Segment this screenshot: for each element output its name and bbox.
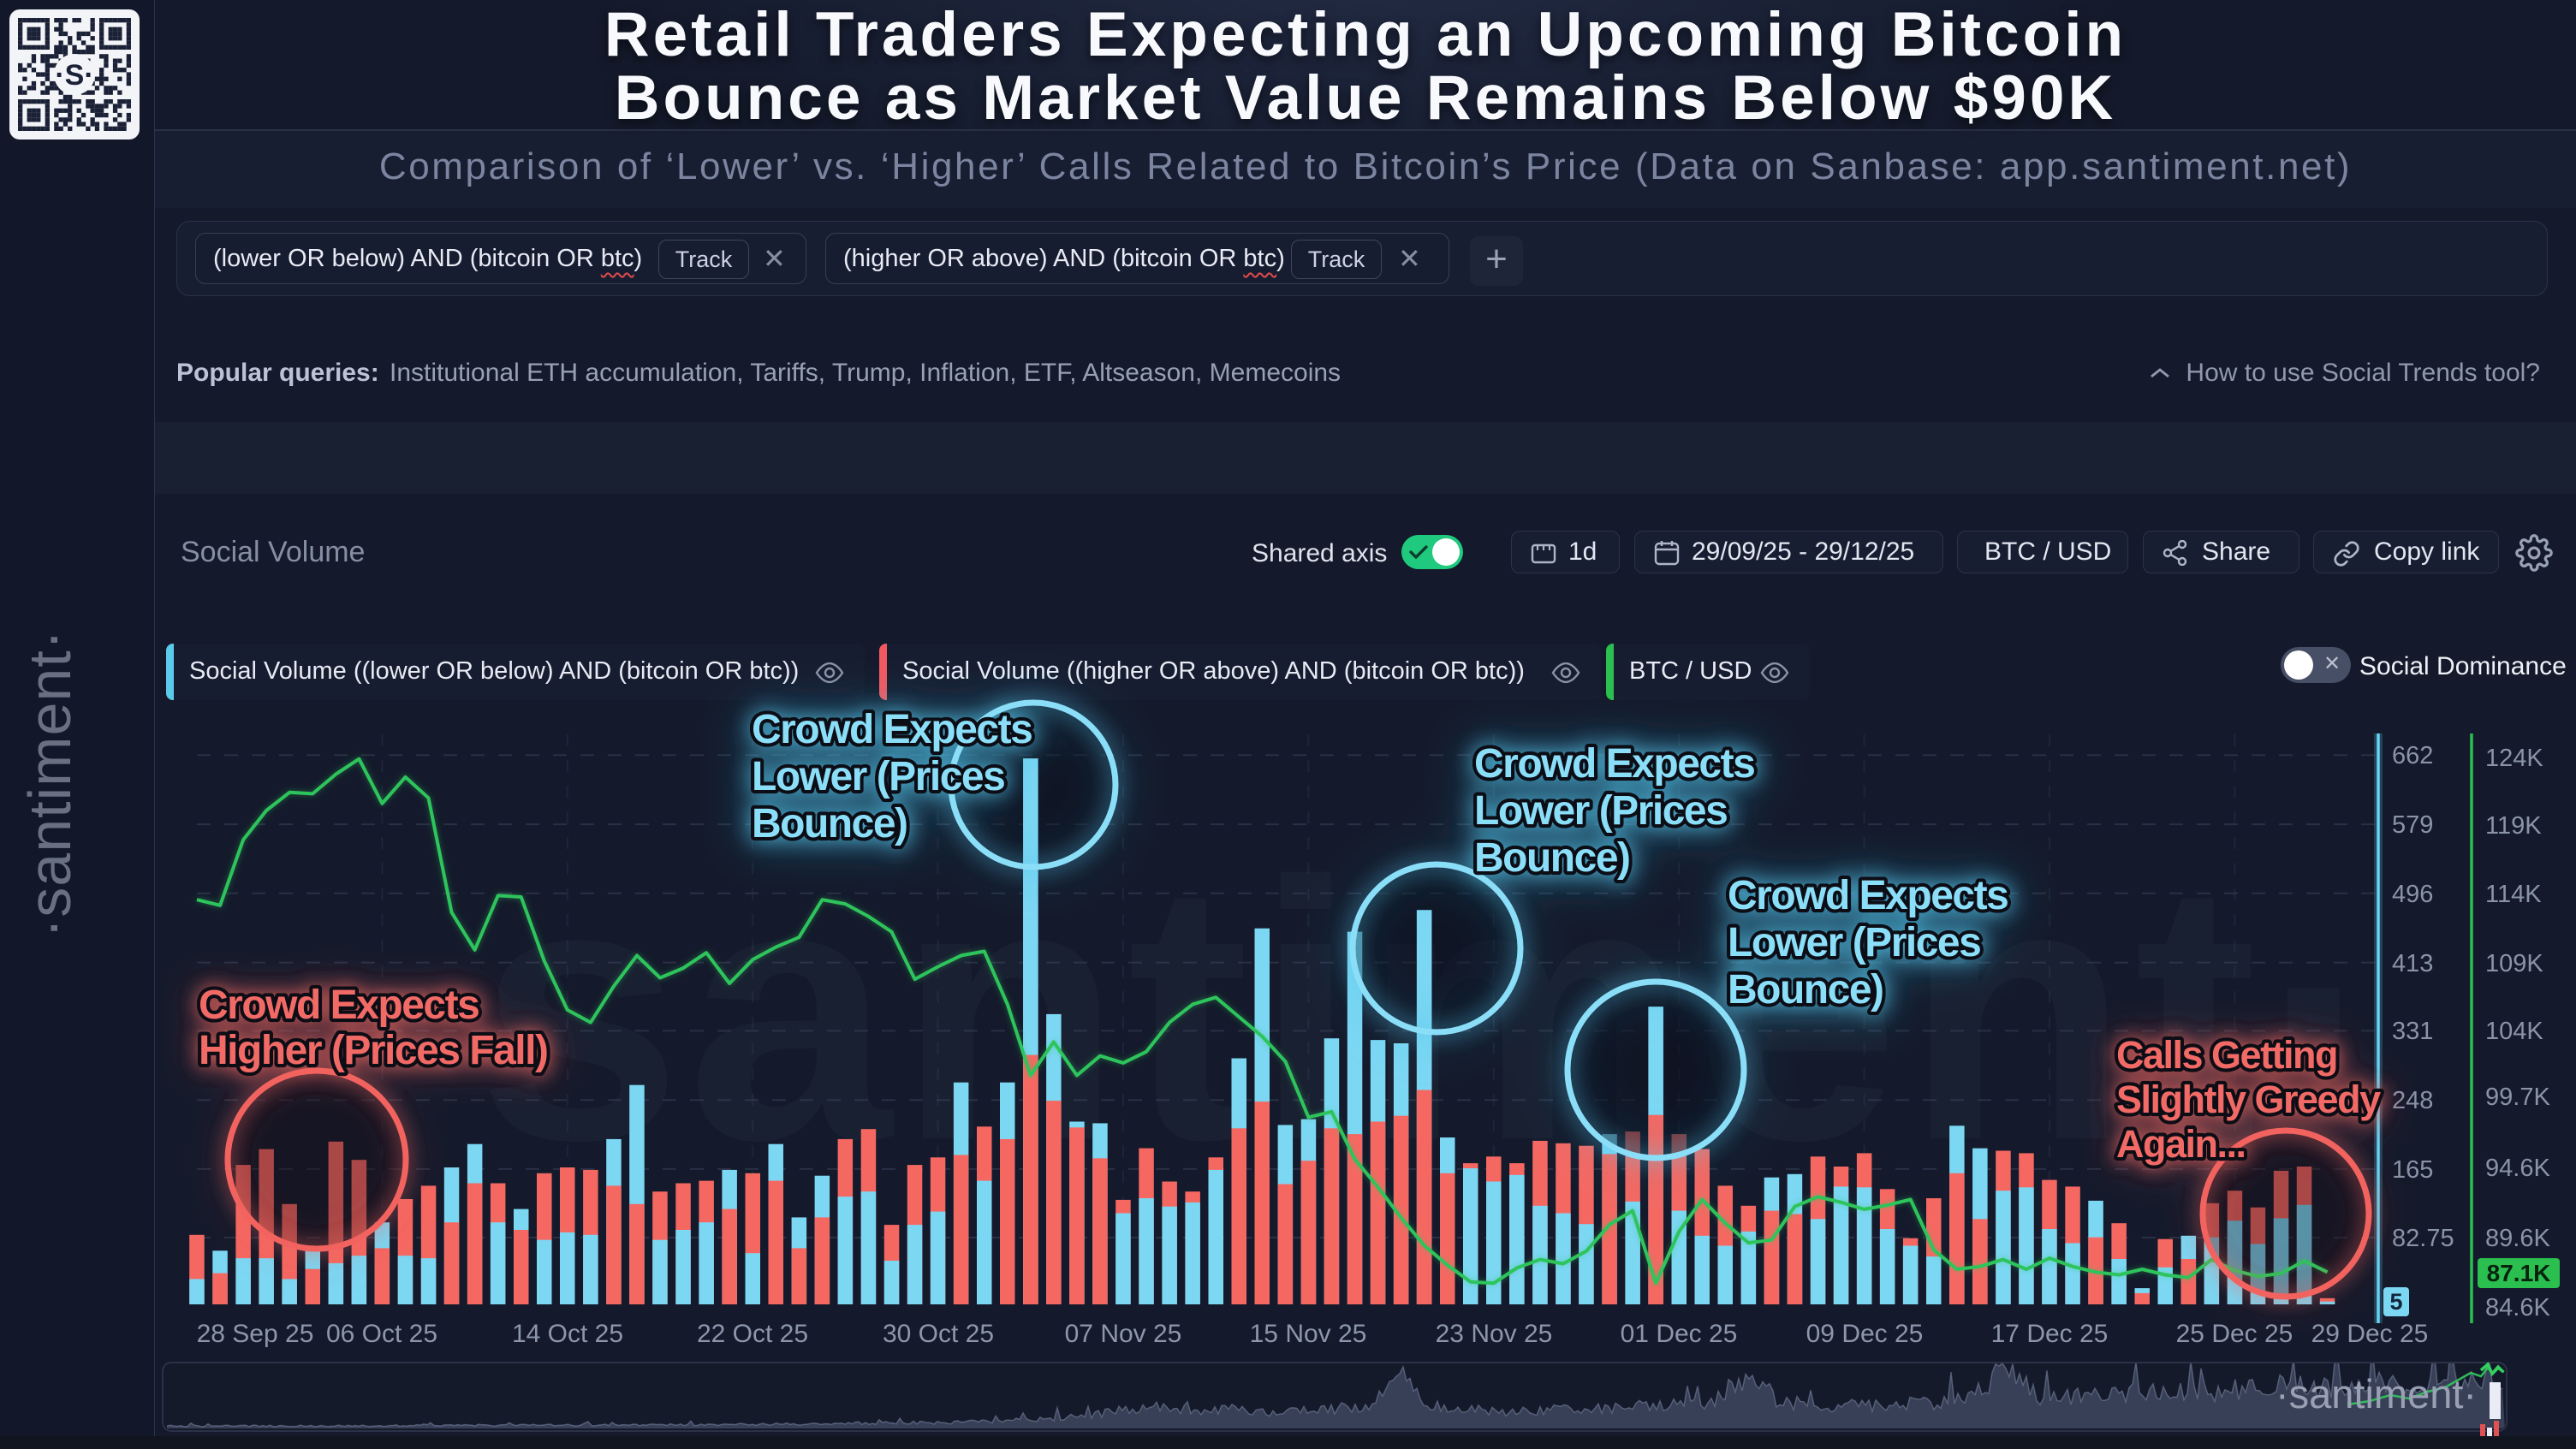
- svg-text:Again...: Again...: [2116, 1122, 2246, 1166]
- svg-text:Calls Getting: Calls Getting: [2116, 1033, 2337, 1077]
- svg-text:Bounce): Bounce): [1474, 835, 1630, 881]
- svg-text:119K: 119K: [2485, 812, 2542, 840]
- svg-text:Lower (Prices: Lower (Prices: [752, 754, 1004, 799]
- svg-text:23 Nov 25: 23 Nov 25: [1436, 1320, 1553, 1348]
- svg-text:662: 662: [2392, 742, 2433, 769]
- svg-text:Bounce): Bounce): [752, 801, 907, 846]
- svg-text:165: 165: [2392, 1156, 2433, 1184]
- svg-text:94.6K: 94.6K: [2485, 1155, 2550, 1182]
- svg-text:17 Dec 25: 17 Dec 25: [1991, 1320, 2109, 1348]
- svg-text:84.6K: 84.6K: [2485, 1294, 2550, 1321]
- svg-text:Bounce): Bounce): [1728, 967, 1883, 1013]
- svg-text:09 Dec 25: 09 Dec 25: [1806, 1320, 1924, 1348]
- svg-text:·S·: ·S·: [55, 59, 93, 92]
- svg-text:Slightly Greedy: Slightly Greedy: [2116, 1078, 2381, 1121]
- svg-text:29 Dec 25: 29 Dec 25: [2311, 1320, 2429, 1348]
- svg-text:Crowd Expects: Crowd Expects: [199, 983, 479, 1028]
- svg-text:30 Oct 25: 30 Oct 25: [883, 1320, 994, 1348]
- svg-text:·santiment·: ·santiment·: [349, 806, 2389, 1217]
- svg-text:07 Nov 25: 07 Nov 25: [1065, 1320, 1182, 1348]
- svg-text:114K: 114K: [2485, 881, 2542, 908]
- svg-text:579: 579: [2392, 811, 2433, 839]
- svg-text:496: 496: [2392, 881, 2433, 908]
- svg-text:104K: 104K: [2485, 1018, 2543, 1045]
- svg-text:248: 248: [2392, 1087, 2433, 1114]
- svg-text:Crowd Expects: Crowd Expects: [1474, 741, 1754, 787]
- svg-text:87.1K: 87.1K: [2487, 1260, 2551, 1286]
- svg-text:Lower (Prices: Lower (Prices: [1728, 920, 1980, 965]
- svg-text:22 Oct 25: 22 Oct 25: [697, 1320, 808, 1348]
- svg-text:06 Oct 25: 06 Oct 25: [326, 1320, 437, 1348]
- svg-text:·santiment·: ·santiment·: [2276, 1371, 2477, 1416]
- svg-text:99.7K: 99.7K: [2485, 1084, 2550, 1111]
- svg-text:Lower (Prices: Lower (Prices: [1474, 788, 1727, 834]
- svg-text:15 Nov 25: 15 Nov 25: [1250, 1320, 1367, 1348]
- svg-text:124K: 124K: [2485, 745, 2543, 772]
- svg-text:Crowd Expects: Crowd Expects: [752, 707, 1032, 752]
- svg-text:82.75: 82.75: [2392, 1225, 2454, 1252]
- svg-text:Higher (Prices Fall): Higher (Prices Fall): [199, 1028, 547, 1073]
- svg-text:331: 331: [2392, 1018, 2433, 1045]
- svg-text:5: 5: [2389, 1289, 2402, 1315]
- svg-text:89.6K: 89.6K: [2485, 1225, 2550, 1252]
- svg-text:25 Dec 25: 25 Dec 25: [2176, 1320, 2293, 1348]
- svg-text:01 Dec 25: 01 Dec 25: [1621, 1320, 1738, 1348]
- svg-text:109K: 109K: [2485, 950, 2543, 977]
- svg-text:28 Sep 25: 28 Sep 25: [197, 1320, 314, 1348]
- svg-text:413: 413: [2392, 950, 2433, 977]
- svg-text:14 Oct 25: 14 Oct 25: [512, 1320, 623, 1348]
- svg-text:Crowd Expects: Crowd Expects: [1728, 873, 2008, 918]
